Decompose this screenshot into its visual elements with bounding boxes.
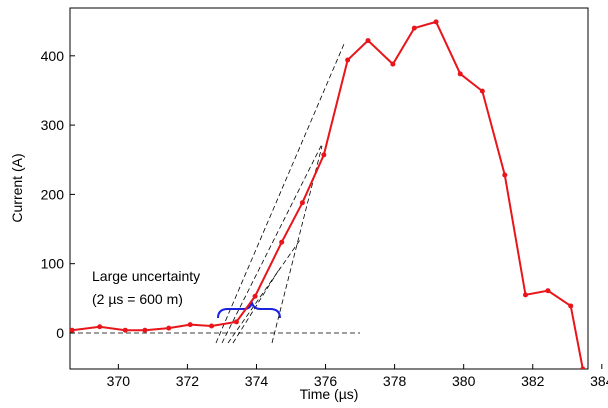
y-axis-label: Current (A)	[9, 153, 25, 222]
point	[142, 327, 148, 333]
annotation: Large uncertainty	[92, 268, 200, 284]
x-tick-label: 382	[521, 373, 545, 389]
x-tick-label: 380	[452, 373, 476, 389]
point	[345, 57, 351, 63]
point	[502, 172, 508, 178]
point	[122, 327, 128, 333]
point	[321, 152, 327, 158]
point	[279, 239, 285, 245]
point	[390, 61, 396, 67]
annotation: (2 µs = 600 m)	[92, 291, 183, 307]
point	[545, 288, 551, 294]
tangent-guide	[227, 239, 301, 344]
x-tick-label: 378	[383, 373, 407, 389]
x-tick-label: 374	[245, 373, 269, 389]
point	[209, 323, 215, 329]
point	[70, 327, 75, 333]
y-tick-label: 0	[56, 325, 64, 341]
y-tick-label: 100	[41, 256, 65, 272]
point	[233, 319, 239, 325]
point	[97, 324, 103, 330]
x-tick-label: 370	[107, 373, 131, 389]
point	[365, 38, 371, 44]
point	[187, 322, 193, 328]
point	[568, 303, 574, 309]
point	[433, 19, 439, 25]
point	[166, 325, 172, 331]
y-tick-label: 400	[41, 48, 65, 64]
y-tick-label: 300	[41, 117, 65, 133]
x-axis-label: Time (µs)	[300, 386, 359, 402]
line	[71, 20, 584, 369]
point	[479, 88, 485, 94]
series	[70, 19, 586, 369]
tangent-guide	[215, 43, 345, 344]
uncertainty-brace	[217, 299, 281, 319]
plot-frame	[69, 7, 589, 370]
x-tick-label: 372	[176, 373, 200, 389]
point	[522, 292, 528, 298]
point	[457, 71, 463, 77]
point	[411, 25, 417, 31]
y-tick-label: 200	[41, 186, 65, 202]
x-tick-label: 384	[590, 373, 608, 389]
point	[580, 366, 586, 369]
tangent-guide	[232, 267, 281, 344]
point	[252, 293, 258, 299]
point	[299, 200, 305, 206]
tangent-guide	[221, 143, 323, 344]
x-tick-label: 376	[314, 373, 338, 389]
